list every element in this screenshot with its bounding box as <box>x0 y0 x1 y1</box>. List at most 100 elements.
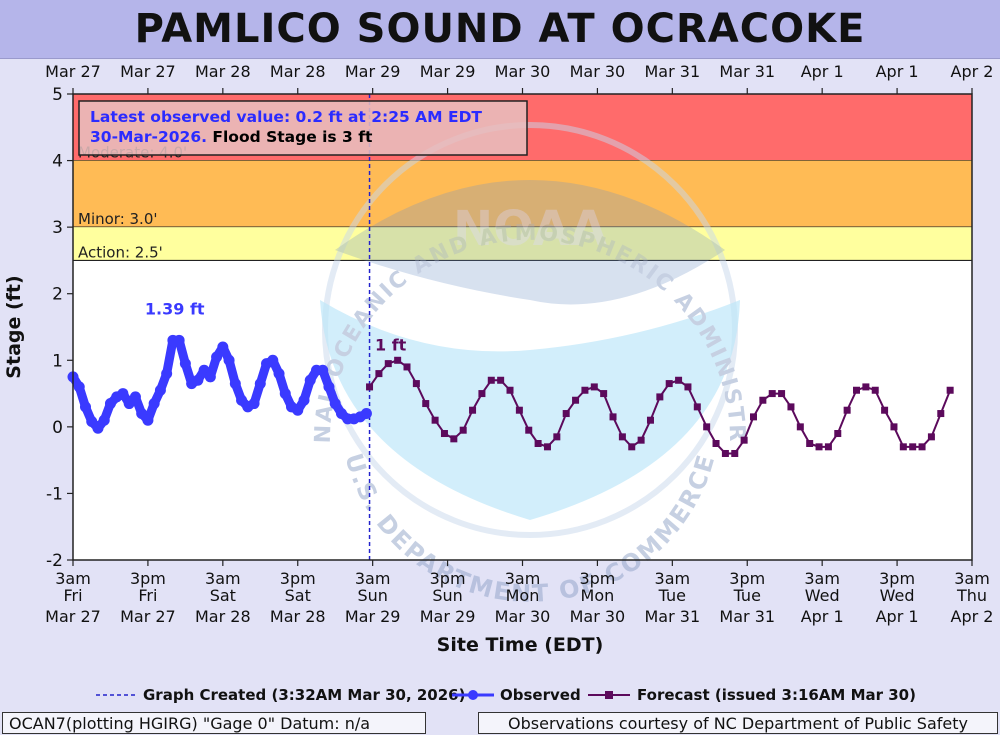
forecast-point <box>534 440 542 447</box>
x-tick-label: Mar 31 <box>719 607 775 626</box>
footer-credit: Observations courtesy of NC Department o… <box>478 712 998 734</box>
observed-point <box>192 374 204 386</box>
forecast-point <box>609 413 617 421</box>
info-box-frame <box>78 100 528 156</box>
y-tick-label: 4 <box>52 152 63 172</box>
x-tick-label: 3pm <box>579 569 615 588</box>
forecast-point <box>899 443 907 451</box>
y-tick-label: 2 <box>52 285 63 305</box>
forecast-point <box>618 433 626 441</box>
forecast-point <box>431 416 439 424</box>
x-tick-label: Sat <box>285 586 311 605</box>
x-tick-label: Sat <box>210 586 236 605</box>
minor-band-label: Minor: 3.0' <box>78 210 158 228</box>
info-date: 30-Mar-2026. <box>90 128 207 146</box>
x-tick-label: 3am <box>804 569 840 588</box>
legend: Graph Created (3:32AM Mar 30, 2026) Obse… <box>96 686 916 704</box>
forecast-point <box>469 406 477 414</box>
forecast-point <box>459 426 467 434</box>
observed-series <box>67 334 372 434</box>
forecast-point <box>515 406 523 414</box>
x-tick-label: Sun <box>357 586 387 605</box>
forecast-peak-label: 1 ft <box>375 335 407 354</box>
x-tick-label: 3am <box>55 569 91 588</box>
forecast-point <box>731 449 739 457</box>
forecast-point <box>918 443 926 451</box>
legend-forecast-marker <box>605 691 613 699</box>
forecast-point <box>871 386 879 394</box>
forecast-point <box>646 416 654 424</box>
observed-point <box>211 351 223 363</box>
observed-point <box>217 341 229 353</box>
info-flood-stage: Flood Stage is 3 ft <box>207 128 373 146</box>
top-tick-label: Mar 29 <box>420 62 476 81</box>
forecast-point <box>562 410 570 418</box>
x-tick-label: Mon <box>581 586 615 605</box>
x-tick-label: Fri <box>138 586 157 605</box>
observed-point <box>323 381 335 393</box>
observed-point <box>267 354 279 366</box>
y-axis: -2 -1 0 1 2 3 4 5 <box>46 85 73 571</box>
page-title: PAMLICO SOUND AT OCRACOKE <box>134 6 866 52</box>
forecast-point <box>721 449 729 457</box>
x-tick-label: Mar 27 <box>120 607 176 626</box>
observed-point <box>142 414 154 426</box>
x-tick-label: Tue <box>658 586 686 605</box>
x-axis-label: Site Time (EDT) <box>437 634 604 656</box>
forecast-point <box>927 433 935 441</box>
forecast-point <box>440 430 448 438</box>
x-tick-label: 3pm <box>729 569 765 588</box>
observed-point <box>273 368 285 380</box>
top-tick-label: Mar 27 <box>45 62 101 81</box>
forecast-point <box>665 380 673 388</box>
observed-point <box>179 358 191 370</box>
x-tick-label: Wed <box>805 586 840 605</box>
forecast-point <box>478 390 486 398</box>
top-tick-label: Apr 1 <box>876 62 919 81</box>
minor-band <box>73 160 972 228</box>
x-tick-label: Apr 1 <box>876 607 919 626</box>
forecast-point <box>703 423 711 431</box>
forecast-point <box>937 410 945 418</box>
y-tick-label: -2 <box>46 551 63 571</box>
top-tick-label: Mar 31 <box>719 62 775 81</box>
y-tick-label: 5 <box>52 85 63 105</box>
top-tick-label: Mar 31 <box>645 62 701 81</box>
top-tick-label: Mar 27 <box>120 62 176 81</box>
forecast-point <box>768 390 776 398</box>
observed-point <box>98 414 110 426</box>
forecast-point <box>497 376 505 384</box>
x-tick-label: Wed <box>880 586 915 605</box>
forecast-point <box>815 443 823 451</box>
y-tick-label: 1 <box>52 351 63 371</box>
forecast-point <box>628 443 636 451</box>
forecast-point <box>909 443 917 451</box>
top-tick-label: Mar 28 <box>195 62 251 81</box>
forecast-point <box>749 413 757 421</box>
observed-point <box>360 408 372 420</box>
y-tick-label: -1 <box>46 484 63 504</box>
top-tick-label: Mar 30 <box>495 62 551 81</box>
forecast-point <box>853 386 861 394</box>
observed-point <box>129 391 141 403</box>
x-tick-label: 3pm <box>879 569 915 588</box>
forecast-point <box>600 390 608 398</box>
observed-point <box>154 384 166 396</box>
x-tick-label: Apr 1 <box>801 607 844 626</box>
forecast-point <box>422 400 430 408</box>
y-tick-label: 3 <box>52 218 63 238</box>
observed-point <box>304 374 316 386</box>
forecast-point <box>553 433 561 441</box>
forecast-point <box>684 383 692 391</box>
observed-point <box>79 401 91 413</box>
x-axis-top: Mar 27 Mar 27 Mar 28 Mar 28 Mar 29 Mar 29 Mar … <box>45 62 993 94</box>
top-tick-label: Apr 2 <box>951 62 994 81</box>
observed-point <box>161 368 173 380</box>
forecast-point <box>824 443 832 451</box>
forecast-point <box>572 396 580 404</box>
peak-annotations: 1.39 ft 1 ft <box>145 299 407 354</box>
forecast-point <box>759 396 767 404</box>
x-tick-label: 3pm <box>130 569 166 588</box>
forecast-point <box>787 403 795 411</box>
top-tick-label: Mar 30 <box>570 62 626 81</box>
